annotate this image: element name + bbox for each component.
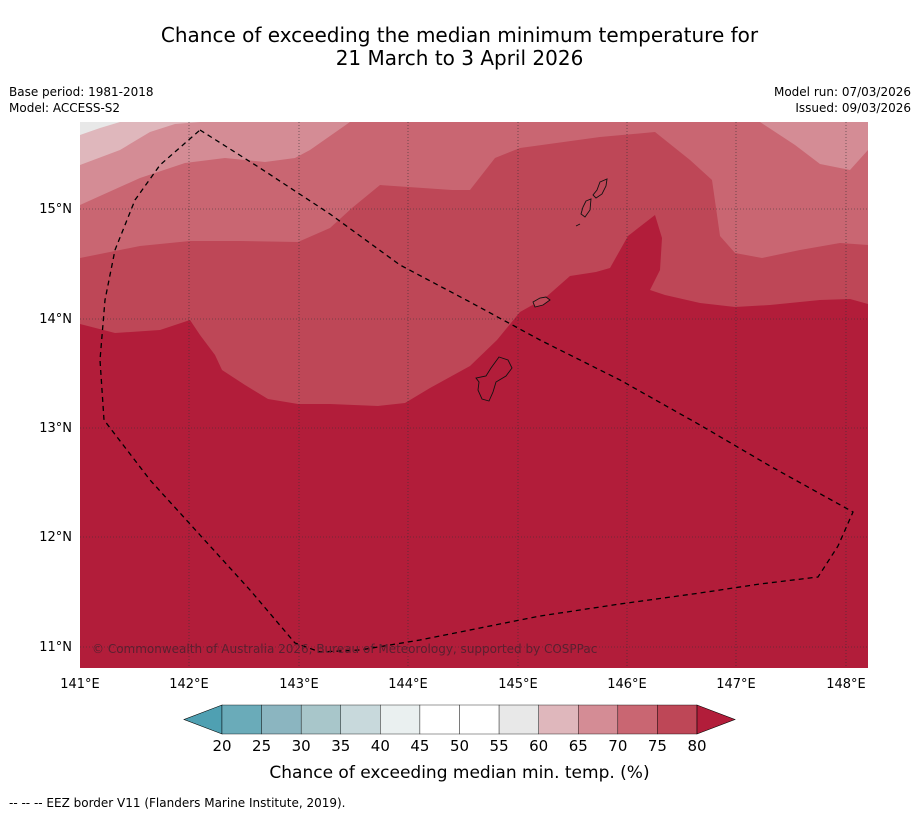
island-aguijan <box>575 223 581 227</box>
title-line-2: 21 March to 3 April 2026 <box>335 46 584 70</box>
base-period-text: Base period: 1981-2018 <box>9 85 154 99</box>
model-text: Model: ACCESS-S2 <box>9 101 121 115</box>
colorbar-label: Chance of exceeding median min. temp. (%… <box>269 763 649 783</box>
zone-55-60 <box>80 122 120 135</box>
colorbar-low-extension <box>183 704 223 735</box>
title-line-1: Chance of exceeding the median minimum t… <box>160 23 759 47</box>
colorbar-high-extension <box>696 704 736 735</box>
colorbar-tick-20: 20 <box>212 737 231 755</box>
colorbar-tick-40: 40 <box>371 737 390 755</box>
island-guam <box>475 356 513 402</box>
colorbar-tick-70: 70 <box>608 737 627 755</box>
colorbar-segment <box>578 704 619 735</box>
issued-text: Issued: 09/03/2026 <box>795 101 911 115</box>
colorbar: 20 25 30 35 40 45 50 55 60 65 70 75 80 Chance of exc… <box>183 704 736 783</box>
lon-tick-148: 148°E <box>826 677 866 692</box>
colorbar-tick-65: 65 <box>569 737 588 755</box>
eez-legend-text: -- -- -- EEZ border V11 (Flanders Marine… <box>9 796 346 810</box>
colorbar-segment <box>300 704 341 735</box>
colorbar-segment <box>657 704 698 735</box>
lon-tick-147: 147°E <box>716 677 756 692</box>
meta-left: Base period: 1981-2018 Model: ACCESS-S2 <box>9 84 154 116</box>
map-gridlines <box>80 122 868 668</box>
colorbar-segment <box>340 704 381 735</box>
islands <box>475 178 608 402</box>
colorbar-tick-labels: 20 25 30 35 40 45 50 55 60 65 70 75 80 <box>212 737 706 755</box>
lat-tick-11n: 11°N <box>39 640 72 655</box>
lon-tick-141: 141°E <box>60 677 100 692</box>
lat-tick-labels: 15°N 14°N 13°N 12°N 11°N <box>39 202 72 655</box>
probability-map: © Commonwealth of Australia 2026, Bureau… <box>80 122 868 668</box>
colorbar-segment <box>380 704 421 735</box>
colorbar-segment <box>221 704 262 735</box>
meta-right: Model run: 07/03/2026 Issued: 09/03/2026 <box>774 84 911 116</box>
colorbar-tick-45: 45 <box>410 737 429 755</box>
lon-tick-labels: 141°E 142°E 143°E 144°E 145°E 146°E 147°… <box>60 677 866 692</box>
lat-tick-13n: 13°N <box>39 421 72 436</box>
colorbar-tick-80: 80 <box>687 737 706 755</box>
colorbar-tick-25: 25 <box>252 737 271 755</box>
colorbar-segments <box>221 704 698 735</box>
chart-title: Chance of exceeding the median minimum t… <box>0 24 919 70</box>
lat-tick-15n: 15°N <box>39 202 72 217</box>
lon-tick-142: 142°E <box>169 677 209 692</box>
lon-tick-144: 144°E <box>388 677 428 692</box>
colorbar-segment <box>261 704 302 735</box>
model-run-text: Model run: 07/03/2026 <box>773 85 911 99</box>
zone-65-70 <box>80 122 868 205</box>
colorbar-segment <box>459 704 500 735</box>
colorbar-segment <box>419 704 460 735</box>
colorbar-tick-50: 50 <box>450 737 469 755</box>
island-saipan <box>592 178 608 199</box>
lon-tick-145: 145°E <box>498 677 538 692</box>
colorbar-segment <box>617 704 658 735</box>
colorbar-tick-75: 75 <box>648 737 667 755</box>
lat-tick-12n: 12°N <box>39 530 72 545</box>
colorbar-tick-60: 60 <box>529 737 548 755</box>
eez-border <box>99 129 854 653</box>
copyright-text: © Commonwealth of Australia 2026, Bureau… <box>92 642 597 656</box>
colorbar-tick-30: 30 <box>292 737 311 755</box>
colorbar-tick-55: 55 <box>490 737 509 755</box>
lat-tick-14n: 14°N <box>39 312 72 327</box>
zone-60-65 <box>80 122 200 165</box>
island-rota <box>532 296 551 308</box>
island-tinian <box>580 198 592 218</box>
lon-tick-143: 143°E <box>279 677 319 692</box>
colorbar-segment <box>538 704 579 735</box>
colorbar-segment <box>498 704 539 735</box>
colorbar-tick-35: 35 <box>331 737 350 755</box>
lon-tick-146: 146°E <box>607 677 647 692</box>
